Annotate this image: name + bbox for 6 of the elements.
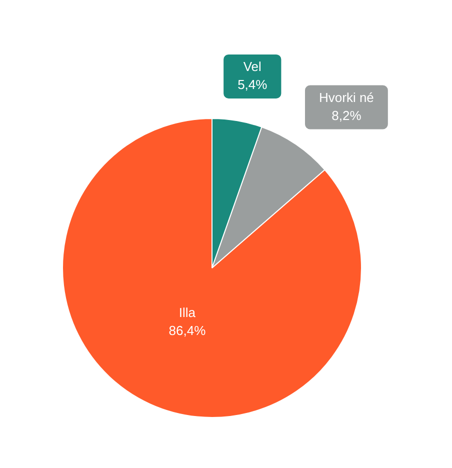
slice-label: Vel — [243, 59, 262, 74]
slice-label: Hvorki né — [318, 90, 374, 105]
data-label: 86,4% — [168, 323, 206, 338]
slice-label: Illa — [178, 305, 196, 320]
data-label: 5,4% — [238, 77, 268, 92]
data-label: 8,2% — [332, 108, 362, 123]
